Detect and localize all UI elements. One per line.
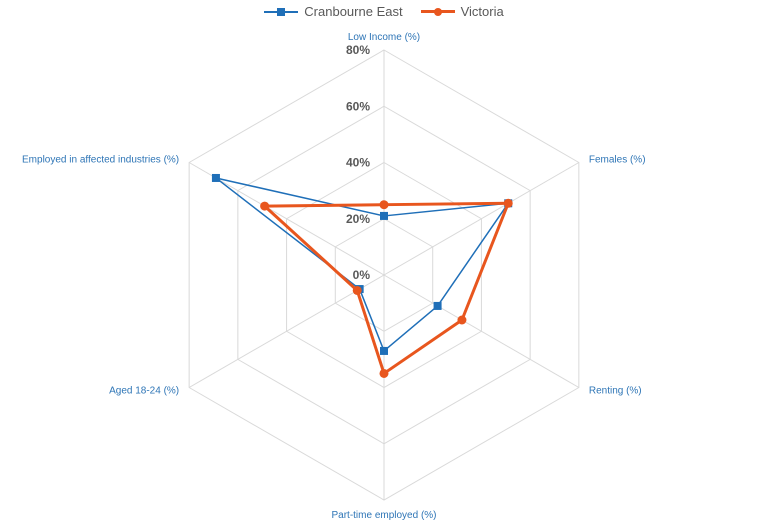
tick-label-2: 40% (346, 156, 370, 170)
series-2-point-5 (352, 285, 362, 295)
series-2-point-1 (379, 200, 389, 210)
category-label-6: Employed in affected industries (%) (22, 155, 179, 166)
series-1-point-1 (380, 211, 388, 220)
legend-swatch-series-2 (420, 6, 455, 18)
grid-spoke-5 (188, 274, 385, 388)
series-1-point-4 (380, 346, 388, 355)
grid-spoke-2 (383, 162, 580, 276)
category-label-5: Aged 18-24 (%) (109, 386, 179, 397)
grid-spoke-6 (188, 162, 385, 276)
category-label-4: Part-time employed (%) (331, 510, 436, 520)
series-2-point-2 (503, 198, 513, 208)
tick-label-0: 0% (353, 268, 371, 282)
category-label-1: Low Income (%) (348, 32, 420, 43)
tick-label-3: 60% (346, 99, 370, 113)
legend-label-series-1: Cranbourne East (304, 4, 403, 19)
legend-item-series-2: Victoria (420, 4, 504, 19)
series-2-point-6 (260, 201, 270, 211)
legend-swatch-series-1 (264, 6, 299, 18)
legend-item-series-1: Cranbourne East (264, 4, 403, 19)
series-1-point-3 (433, 301, 442, 310)
grid-spoke-3 (383, 274, 580, 388)
tick-label-1: 20% (346, 212, 370, 226)
category-label-2: Females (%) (589, 155, 646, 166)
series-2-point-3 (457, 315, 467, 325)
tick-label-4: 80% (346, 43, 370, 57)
category-label-3: Renting (%) (589, 386, 642, 397)
legend-label-series-2: Victoria (460, 4, 504, 19)
legend: Cranbourne East Victoria (0, 4, 768, 19)
series-2-point-4 (379, 368, 389, 378)
series-1-point-6 (211, 173, 220, 182)
